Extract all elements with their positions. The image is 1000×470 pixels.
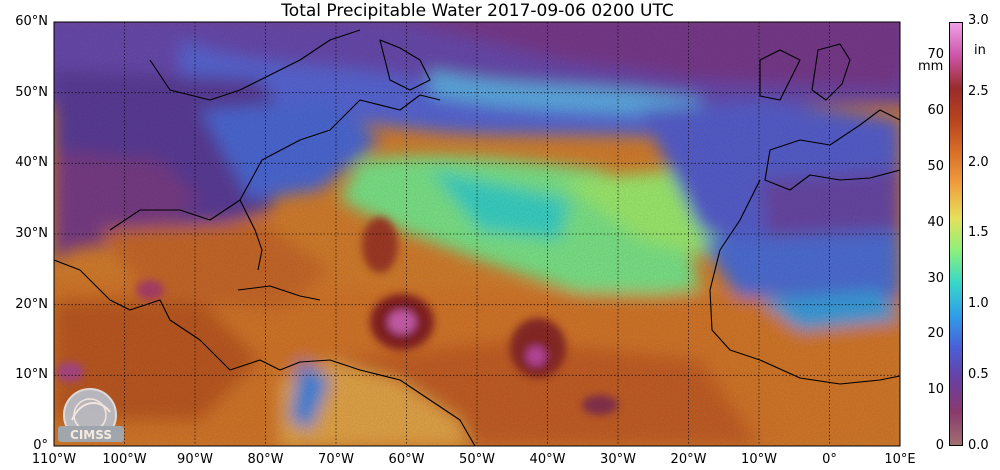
cimss-logo: CIMSS — [58, 388, 124, 442]
map-title: Total Precipitable Water 2017-09-06 0200… — [281, 1, 674, 21]
colorbar-mm-tick: 50 — [927, 159, 944, 175]
longitude-label: 90°W — [177, 452, 213, 467]
latitude-label: 50°N — [15, 84, 48, 100]
longitude-label: 30°W — [600, 452, 636, 467]
colorbar-in-tick: 0.5 — [968, 367, 989, 383]
latitude-label: 60°N — [15, 14, 48, 29]
longitude-label: 80°W — [247, 452, 284, 467]
colorbar-in-tick: 3.0 — [968, 12, 989, 28]
colorbar-mm-tick: 0 — [935, 438, 944, 453]
longitude-label: 110°W — [31, 452, 77, 467]
cimss-logo-text: CIMSS — [70, 428, 112, 442]
longitude-label: 20°W — [670, 452, 707, 467]
longitude-label: 10°E — [884, 452, 916, 467]
colorbar-in-tick: 2.5 — [968, 83, 989, 99]
colorbar-mm-tick: 60 — [927, 103, 944, 119]
longitude-label: 60°W — [388, 452, 425, 467]
latitude-label: 30°N — [15, 226, 48, 241]
colorbar-mm-tick: 10 — [927, 382, 944, 398]
colorbar-mm-tick: 70 — [927, 47, 944, 63]
longitude-label: 100°W — [102, 452, 147, 467]
colorbar-in-tick: 1.0 — [968, 296, 989, 312]
colorbar-mm-tick: 30 — [927, 270, 944, 286]
longitude-label: 0° — [822, 452, 837, 467]
longitude-label: 10°W — [741, 452, 777, 467]
latitude-label: 0° — [33, 438, 48, 453]
longitude-label: 40°W — [529, 452, 566, 467]
latitude-label: 20°N — [15, 296, 48, 312]
longitude-label: 70°W — [318, 452, 354, 467]
latitude-label: 10°N — [15, 367, 48, 383]
longitude-label: 50°W — [459, 452, 495, 467]
colorbar-mm-tick: 20 — [927, 326, 944, 342]
colorbar-mm-tick: 40 — [927, 214, 944, 230]
colorbar — [949, 22, 963, 446]
latitude-label: 40°N — [15, 155, 48, 171]
colorbar-in-unit: in — [974, 43, 986, 58]
colorbar-in-tick: 0.0 — [968, 438, 989, 453]
colorbar-mm-unit: mm — [918, 59, 944, 74]
colorbar-in-tick: 1.5 — [968, 225, 989, 241]
colorbar-in-tick: 2.0 — [968, 154, 989, 170]
